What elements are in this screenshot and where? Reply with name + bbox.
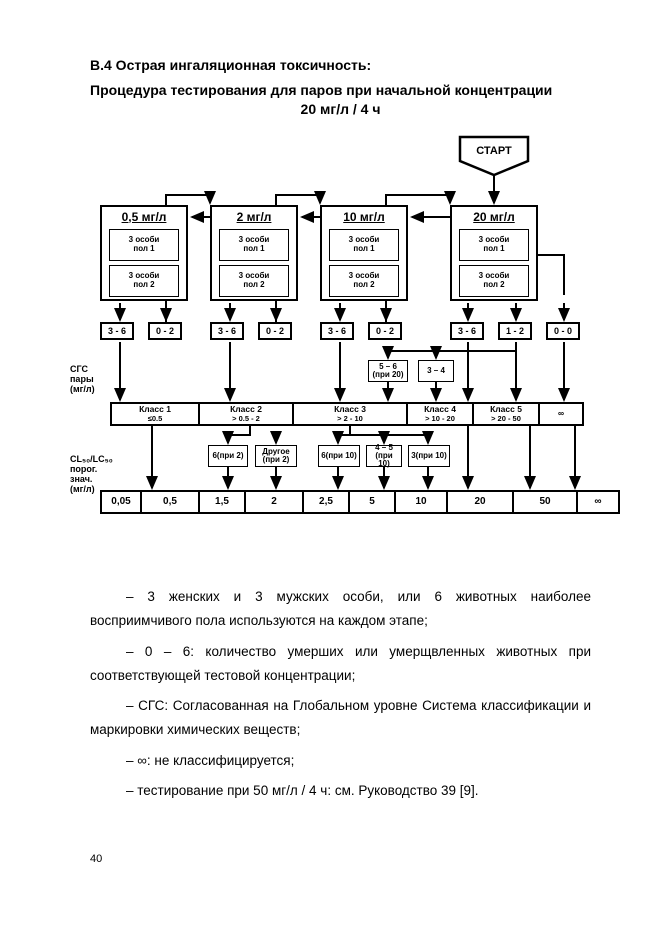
note-item: – 0 – 6: количество умерших или умерщвле… bbox=[90, 640, 591, 689]
svg-text:СТАРТ: СТАРТ bbox=[476, 145, 512, 157]
value-cell: 50 bbox=[514, 492, 578, 512]
dose-inner-2: 3 особипол 2 bbox=[459, 265, 529, 297]
value-cell: 1,5 bbox=[200, 492, 246, 512]
dose-inner-2: 3 особипол 2 bbox=[109, 265, 179, 297]
count-box: 0 - 0 bbox=[546, 322, 580, 340]
count-box: 1 - 2 bbox=[498, 322, 532, 340]
value-cell: 10 bbox=[396, 492, 448, 512]
count-box: 3 - 6 bbox=[320, 322, 354, 340]
class-cell: Класс 2> 0.5 - 2 bbox=[200, 404, 294, 424]
value-cell: 2,5 bbox=[304, 492, 350, 512]
flowchart: СТАРТ 0,5 мг/л3 особипол 13 особипол 22 … bbox=[80, 135, 600, 555]
mid-decision-box: 5 – 6(при 20) bbox=[368, 360, 408, 382]
dose-inner-2: 3 особипол 2 bbox=[329, 265, 399, 297]
class-strip: Класс 1≤0.5Класс 2> 0.5 - 2Класс 3> 2 - … bbox=[110, 402, 584, 426]
page-number: 40 bbox=[90, 853, 591, 865]
class-cell: Класс 3> 2 - 10 bbox=[294, 404, 408, 424]
dose-box: 10 мг/л 3 особипол 1 3 особипол 2 bbox=[320, 205, 408, 301]
value-cell: 20 bbox=[448, 492, 514, 512]
heading-conc: 20 мг/л / 4 ч bbox=[90, 101, 591, 117]
axis-label: CL₅₀/LC₅₀порог.знач.(мг/л) bbox=[70, 455, 113, 495]
dose-box: 2 мг/л 3 особипол 1 3 особипол 2 bbox=[210, 205, 298, 301]
sub-decision-box: 6(при 10) bbox=[318, 445, 360, 467]
note-item: – 3 женских и 3 мужских особи, или 6 жив… bbox=[90, 585, 591, 634]
sub-decision-box: 3(при 10) bbox=[408, 445, 450, 467]
heading-section: В.4 Острая ингаляционная токсичность: bbox=[90, 55, 591, 76]
count-box: 3 - 6 bbox=[210, 322, 244, 340]
start-node: СТАРТ bbox=[458, 135, 530, 182]
notes-list: – 3 женских и 3 мужских особи, или 6 жив… bbox=[90, 585, 591, 803]
dose-inner-1: 3 особипол 1 bbox=[109, 229, 179, 261]
value-cell: ∞ bbox=[578, 492, 618, 512]
class-cell: ∞ bbox=[540, 404, 582, 424]
count-box: 3 - 6 bbox=[100, 322, 134, 340]
dose-label: 20 мг/л bbox=[473, 210, 515, 224]
mid-decision-box: 3 – 4 bbox=[418, 360, 454, 382]
dose-inner-1: 3 особипол 1 bbox=[329, 229, 399, 261]
value-strip: 0,050,51,522,55102050∞ bbox=[100, 490, 620, 514]
count-box: 0 - 2 bbox=[148, 322, 182, 340]
heading-subtitle: Процедура тестирования для паров при нач… bbox=[90, 80, 591, 101]
dose-inner-2: 3 особипол 2 bbox=[219, 265, 289, 297]
dose-label: 2 мг/л bbox=[237, 210, 272, 224]
note-item: – ∞: не классифицируется; bbox=[90, 749, 591, 773]
count-box: 3 - 6 bbox=[450, 322, 484, 340]
dose-label: 0,5 мг/л bbox=[122, 210, 167, 224]
axis-label: СГСпары(мг/л) bbox=[70, 365, 95, 395]
dose-inner-1: 3 особипол 1 bbox=[219, 229, 289, 261]
dose-label: 10 мг/л bbox=[343, 210, 385, 224]
dose-inner-1: 3 особипол 1 bbox=[459, 229, 529, 261]
sub-decision-box: 4 – 5(при 10) bbox=[366, 445, 402, 467]
class-cell: Класс 4> 10 - 20 bbox=[408, 404, 474, 424]
note-item: – СГС: Согласованная на Глобальном уровн… bbox=[90, 694, 591, 743]
sub-decision-box: 6(при 2) bbox=[208, 445, 248, 467]
value-cell: 5 bbox=[350, 492, 396, 512]
count-box: 0 - 2 bbox=[258, 322, 292, 340]
value-cell: 0,05 bbox=[102, 492, 142, 512]
dose-box: 0,5 мг/л 3 особипол 1 3 особипол 2 bbox=[100, 205, 188, 301]
value-cell: 0,5 bbox=[142, 492, 200, 512]
dose-box: 20 мг/л 3 особипол 1 3 особипол 2 bbox=[450, 205, 538, 301]
class-cell: Класс 5> 20 - 50 bbox=[474, 404, 540, 424]
value-cell: 2 bbox=[246, 492, 304, 512]
sub-decision-box: Другое(при 2) bbox=[255, 445, 297, 467]
count-box: 0 - 2 bbox=[368, 322, 402, 340]
note-item: – тестирование при 50 мг/л / 4 ч: см. Ру… bbox=[90, 779, 591, 803]
class-cell: Класс 1≤0.5 bbox=[112, 404, 200, 424]
